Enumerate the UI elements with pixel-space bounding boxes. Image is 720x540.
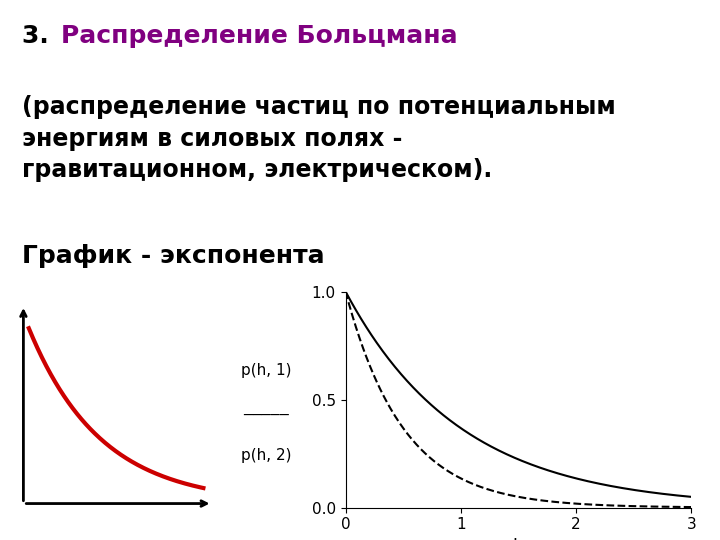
Text: Распределение Больцмана: Распределение Больцмана	[61, 24, 458, 48]
Text: (распределение частиц по потенциальным
энергиям в силовых полях -
гравитационном: (распределение частиц по потенциальным э…	[22, 95, 616, 182]
Text: p(h, 2): p(h, 2)	[241, 448, 292, 463]
X-axis label: h: h	[513, 538, 524, 540]
Text: 3.: 3.	[22, 24, 57, 48]
Text: График - экспонента: График - экспонента	[22, 244, 324, 267]
Text: p(h, 1): p(h, 1)	[241, 363, 292, 378]
Text: ─────: ─────	[243, 408, 289, 423]
